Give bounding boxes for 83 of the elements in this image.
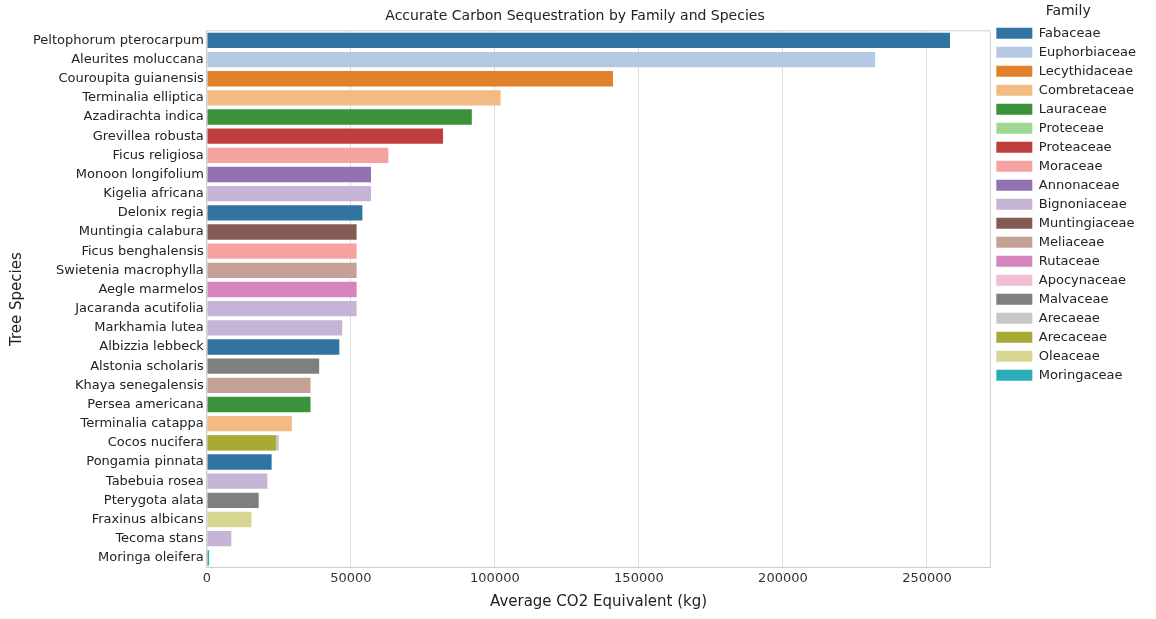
bar	[207, 186, 372, 202]
legend-label: Moringaceae	[1038, 366, 1123, 382]
bar	[207, 205, 363, 221]
y-tick-label: Khaya senegalensis	[75, 376, 205, 392]
bar	[207, 51, 876, 68]
x-tick-label: 50000	[330, 569, 372, 585]
bar	[207, 147, 389, 164]
legend-label: Rutaceae	[1038, 252, 1100, 268]
chart-title: Accurate Carbon Sequestration by Family and Species	[385, 7, 765, 24]
bar	[207, 301, 357, 317]
y-axis-title: Tree Species	[6, 252, 25, 347]
x-tick-label: 150000	[614, 569, 664, 585]
x-tick-label: 250000	[902, 569, 952, 585]
x-tick-label: 100000	[470, 569, 520, 585]
legend-label: Arecaeae	[1038, 309, 1100, 325]
y-tick-label: Tecoma stans	[114, 530, 205, 546]
x-tick-label: 0	[202, 569, 211, 585]
legend-label: Malvaceae	[1038, 290, 1109, 306]
bar	[207, 224, 357, 240]
y-tick-label: Azadirachta indica	[83, 108, 204, 124]
y-tick-label: Markhamia lutea	[94, 319, 204, 335]
legend-label: Bignoniaceae	[1038, 195, 1127, 211]
legend-label: Lecythidaceae	[1038, 62, 1133, 78]
y-tick-label: Ficus benghalensis	[81, 242, 205, 258]
legend-label: Combretaceae	[1038, 81, 1134, 97]
legend-label: Oleaceae	[1038, 347, 1100, 363]
bar	[207, 71, 613, 87]
bar	[207, 473, 268, 489]
y-tick-label: Ficus religiosa	[112, 146, 204, 162]
legend-title: Family	[1045, 1, 1091, 18]
y-tick-label: Kigelia africana	[103, 185, 204, 201]
y-tick-label: Albizzia lebbeck	[99, 338, 205, 354]
legend-label: Apocynaceae	[1038, 271, 1127, 287]
bar	[207, 454, 272, 470]
bar	[207, 492, 259, 508]
y-tick-label: Muntingia calabura	[78, 223, 204, 239]
legend-label: Proteaceae	[1038, 138, 1112, 154]
legend-label: Moraceae	[1038, 157, 1103, 173]
y-tick-label: Pongamia pinnata	[86, 453, 204, 469]
legend-label: Arecaceae	[1038, 328, 1107, 344]
y-tick-label: Terminalia catappa	[79, 415, 204, 431]
y-tick-label: Persea americana	[87, 395, 204, 411]
legend-label: Fabaceae	[1038, 24, 1101, 40]
y-tick-label: Tabebuia rosea	[104, 472, 204, 488]
bar	[207, 32, 950, 49]
x-tick-label: 200000	[758, 569, 808, 585]
bar	[207, 396, 311, 413]
y-tick-label: Fraxinus albicans	[91, 510, 205, 526]
y-tick-label: Terminalia elliptica	[81, 89, 204, 105]
y-tick-label: Moringa oleifera	[98, 549, 204, 565]
y-tick-label: Monoon longifolium	[75, 165, 204, 181]
legend-label: Muntingiaceae	[1038, 214, 1135, 230]
legend-label: Proteceae	[1038, 119, 1104, 135]
bar	[207, 339, 340, 355]
bar	[207, 358, 320, 374]
y-tick-label: Pterygota alata	[103, 491, 204, 507]
legend-label: Euphorbiaceae	[1038, 43, 1136, 59]
y-tick-label: Grevillea robusta	[92, 127, 204, 143]
y-tick-label: Alstonia scholaris	[90, 357, 205, 373]
y-tick-label: Swietenia macrophylla	[56, 261, 204, 277]
legend-label: Meliaceae	[1038, 233, 1105, 249]
y-tick-label: Peltophorum pterocarpum	[32, 31, 204, 47]
legend-label: Lauraceae	[1038, 100, 1107, 116]
bar	[207, 243, 357, 259]
bar	[207, 128, 444, 144]
bar	[207, 416, 292, 432]
bar	[207, 166, 372, 183]
legend-label: Annonaceae	[1038, 176, 1120, 192]
bar	[207, 320, 343, 336]
y-tick-label: Jacaranda acutifolia	[74, 300, 204, 316]
y-tick-label: Aegle marmelos	[98, 280, 205, 296]
y-tick-label: Cocos nucifera	[107, 434, 204, 450]
y-tick-label: Aleurites moluccana	[71, 50, 204, 66]
y-tick-label: Delonix regia	[117, 204, 204, 220]
x-axis-title: Average CO2 Equivalent (kg)	[489, 591, 708, 610]
bar	[207, 511, 252, 528]
bar	[207, 90, 501, 106]
bar	[207, 530, 232, 547]
bar	[207, 281, 357, 298]
bar	[207, 262, 357, 279]
bar	[207, 377, 311, 394]
y-tick-label: Couroupita guianensis	[58, 70, 205, 86]
bar	[207, 109, 472, 125]
